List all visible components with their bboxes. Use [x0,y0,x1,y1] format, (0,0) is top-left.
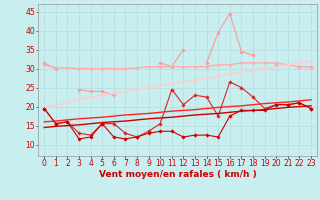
X-axis label: Vent moyen/en rafales ( km/h ): Vent moyen/en rafales ( km/h ) [99,170,256,179]
